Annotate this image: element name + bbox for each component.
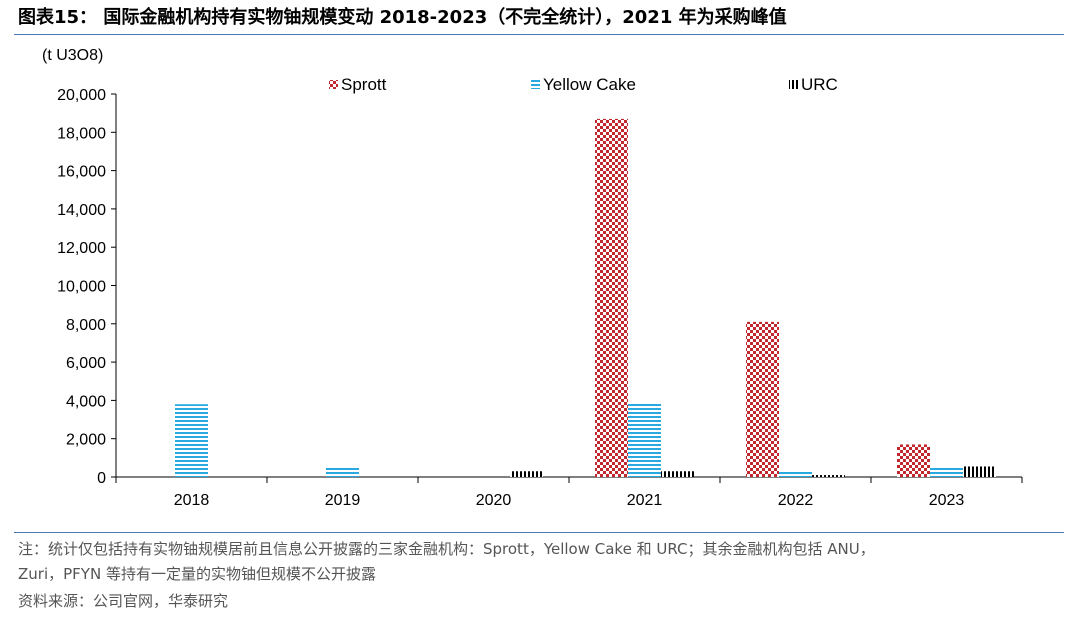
y-axis: 0 2,000 4,000 6,000 8,000 10,000 12,000 14,000 1… [57, 87, 117, 487]
figure-title: 图表15： 国际金融机构持有实物铀规模变动 2018-2023（不完全统计），2… [18, 7, 787, 28]
y-tick-label: 10,000 [57, 279, 106, 296]
legend-label-urc: URC [801, 75, 838, 94]
source-note: 资料来源：公司官网，华泰研究 [18, 592, 229, 610]
bar-yellow-cake-2023 [930, 467, 963, 477]
bars [175, 118, 996, 478]
y-tick-label: 12,000 [57, 240, 106, 257]
legend: Sprott Yellow Cake URC [329, 75, 838, 94]
y-tick-label: 20,000 [57, 87, 106, 104]
x-tick-label: 2023 [929, 492, 965, 509]
x-tick-label: 2022 [778, 492, 814, 509]
y-tick-label: 8,000 [66, 317, 106, 334]
top-rule [14, 34, 1064, 35]
bar-yellow-cake-2019 [326, 466, 359, 477]
y-tick-label: 18,000 [57, 125, 106, 142]
x-axis: 2018 2019 2020 2021 2022 2023 [115, 476, 1023, 509]
bar-yellow-cake-2022 [779, 471, 812, 477]
bar-urc-2023 [963, 466, 996, 477]
bar-sprott-2021 [595, 118, 628, 478]
legend-swatch-sprott [329, 80, 338, 89]
legend-label-sprott: Sprott [341, 75, 387, 94]
legend-swatch-yellow-cake [531, 80, 540, 89]
bar-sprott-2022 [746, 321, 779, 477]
y-tick-label: 16,000 [57, 164, 106, 181]
legend-swatch-urc [789, 80, 798, 89]
legend-label-yellow-cake: Yellow Cake [543, 75, 636, 94]
y-tick-label: 6,000 [66, 355, 106, 372]
bottom-rule [14, 532, 1064, 533]
x-tick-label: 2021 [627, 492, 663, 509]
x-tick-label: 2020 [476, 492, 512, 509]
bar-yellow-cake-2018 [175, 404, 208, 477]
y-tick-label: 2,000 [66, 432, 106, 449]
footnote-line-2: Zuri，PFYN 等持有一定量的实物铀但规模不公开披露 [18, 565, 376, 583]
uranium-holdings-bar-chart: (t U3O8) 0 2,000 4,000 6,000 8,000 10,000 12,0… [42, 47, 1023, 509]
y-tick-label: 4,000 [66, 393, 106, 410]
bar-urc-2020 [510, 471, 543, 477]
y-tick-label: 0 [97, 470, 106, 487]
bar-sprott-2023 [897, 444, 930, 477]
x-tick-label: 2019 [325, 492, 361, 509]
x-tick-label: 2018 [174, 492, 210, 509]
bar-urc-2022 [812, 475, 845, 477]
y-tick-label: 14,000 [57, 202, 106, 219]
y-unit-label: (t U3O8) [42, 47, 103, 64]
bar-urc-2021 [661, 471, 694, 477]
footnote-line-1: 注：统计仅包括持有实物铀规模居前且信息公开披露的三家金融机构：Sprott，Ye… [18, 540, 875, 558]
bar-yellow-cake-2021 [628, 403, 661, 477]
